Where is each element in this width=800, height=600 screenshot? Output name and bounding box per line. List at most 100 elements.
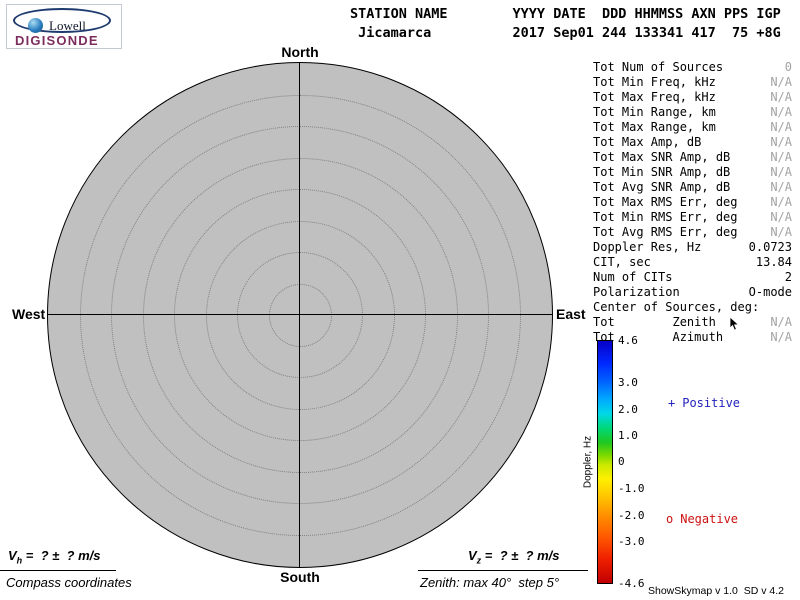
doppler-colorbar <box>597 340 613 584</box>
circle-icon: o <box>666 512 674 526</box>
stat-label: Polarization <box>593 285 680 299</box>
stats-row: Tot Min RMS Err, deg N/A <box>593 210 792 225</box>
vertical-velocity-readout: Vz = ? ± ? m/s <box>468 548 559 566</box>
colorbar-tick: 1.0 <box>618 429 638 442</box>
stat-value: N/A <box>770 105 792 119</box>
vh-value: = ? ± ? m/s <box>22 548 101 563</box>
stats-row: Tot Min Range, km N/A <box>593 105 792 120</box>
stats-row: Tot Max Freq, kHz N/A <box>593 90 792 105</box>
colorbar-tick: 2.0 <box>618 403 638 416</box>
stat-value: N/A <box>770 210 792 224</box>
stat-label: Tot Avg RMS Err, deg <box>593 225 738 239</box>
stat-label: Tot Zenith <box>593 315 716 329</box>
header-station-values: Jicamarca 2017 Sep01 244 133341 417 75 +… <box>350 25 781 41</box>
stats-panel: Tot Num of Sources 0 Tot Min Freq, kHz N/A… <box>593 60 792 345</box>
stat-label: Tot Max Freq, kHz <box>593 90 716 104</box>
zenith-ring-35deg <box>79 94 521 536</box>
compass-label-east: East <box>556 306 586 322</box>
mouse-cursor <box>729 316 740 336</box>
stats-row: Tot Min SNR Amp, dB N/A <box>593 165 792 180</box>
stat-label: Tot Max RMS Err, deg <box>593 195 738 209</box>
skymap-polar-plot <box>47 62 553 568</box>
stat-value: N/A <box>770 195 792 209</box>
stats-row: Doppler Res, Hz 0.0723 <box>593 240 792 255</box>
stat-value: O-mode <box>748 285 792 299</box>
header-info: STATION NAME YYYY DATE DDD HHMMSS AXN PP… <box>350 5 781 43</box>
header-column-labels: STATION NAME YYYY DATE DDD HHMMSS AXN PP… <box>350 6 781 22</box>
stat-value: N/A <box>770 90 792 104</box>
stat-label: Doppler Res, Hz <box>593 240 702 254</box>
stat-value: N/A <box>770 330 792 344</box>
stat-label: Num of CITs <box>593 270 673 284</box>
stat-value: N/A <box>770 315 792 329</box>
vz-symbol: V <box>468 548 477 563</box>
stat-value: 13.84 <box>755 255 792 269</box>
compass-label-west: West <box>12 306 46 322</box>
east-west-axis-line <box>48 314 552 315</box>
stat-label: Tot Min RMS Err, deg <box>593 210 738 224</box>
globe-icon <box>28 18 43 33</box>
zenith-settings-note: Zenith: max 40° step 5° <box>420 575 560 590</box>
stat-label: Tot Max Amp, dB <box>593 135 702 149</box>
stat-value: N/A <box>770 120 792 134</box>
stats-row: Tot Max Range, km N/A <box>593 120 792 135</box>
legend-positive: + Positive <box>668 396 740 410</box>
stats-row: Tot Zenith N/A <box>593 315 792 330</box>
stat-label: Tot Min Range, km <box>593 105 716 119</box>
stats-row: Tot Min Freq, kHz N/A <box>593 75 792 90</box>
colorbar-tick: 4.6 <box>618 334 638 347</box>
stat-value: N/A <box>770 75 792 89</box>
legend-negative-label: Negative <box>680 512 739 526</box>
stat-value: N/A <box>770 225 792 239</box>
compass-label-south: South <box>280 569 320 585</box>
vh-subscript: h <box>16 555 23 566</box>
app-version-text: ShowSkymap v 1.0 SD v 4.2 <box>648 585 784 597</box>
logo-ellipse: Lowell <box>13 8 111 33</box>
colorbar-tick: 3.0 <box>618 376 638 389</box>
legend-negative: o Negative <box>666 512 738 526</box>
colorbar-tick: -3.0 <box>618 535 645 548</box>
stats-row: Tot Avg SNR Amp, dB N/A <box>593 180 792 195</box>
lowell-digisonde-logo: Lowell DIGISONDE <box>6 4 122 49</box>
stat-value: 0 <box>784 60 792 74</box>
stat-value: 2 <box>784 270 792 284</box>
stat-label: Tot Avg SNR Amp, dB <box>593 180 731 194</box>
north-south-axis-line <box>299 63 300 567</box>
stats-row: CIT, sec 13.84 <box>593 255 792 270</box>
stat-label: Center of Sources, deg: <box>593 300 760 314</box>
horizontal-velocity-readout: Vh = ? ± ? m/s <box>8 548 100 566</box>
stats-row: Tot Max SNR Amp, dB N/A <box>593 150 792 165</box>
stats-row: Tot Max Amp, dB N/A <box>593 135 792 150</box>
stats-row: Polarization O-mode <box>593 285 792 300</box>
stat-label: Tot Max SNR Amp, dB <box>593 150 731 164</box>
stat-value: N/A <box>770 165 792 179</box>
plus-icon: + <box>668 396 676 410</box>
compass-label-north: North <box>281 44 319 60</box>
logo-brand-text: Lowell <box>49 18 86 33</box>
vh-symbol: V <box>8 548 17 563</box>
stat-label: Tot Min Freq, kHz <box>593 75 716 89</box>
stat-label: CIT, sec <box>593 255 651 269</box>
stats-row: Num of CITs 2 <box>593 270 792 285</box>
stat-label: Tot Max Range, km <box>593 120 716 134</box>
legend-positive-label: Positive <box>682 396 741 410</box>
colorbar-title: Doppler, Hz <box>582 435 594 489</box>
colorbar-tick: -4.6 <box>618 577 645 590</box>
stat-label: Tot Min SNR Amp, dB <box>593 165 731 179</box>
stat-label: Tot Num of Sources <box>593 60 724 74</box>
logo-product-text: DIGISONDE <box>15 33 99 48</box>
vz-subscript: z <box>476 555 482 566</box>
footer-divider-right <box>418 570 588 571</box>
stats-row: Center of Sources, deg: <box>593 300 792 315</box>
colorbar-tick: -2.0 <box>618 509 645 522</box>
colorbar-tick: 0 <box>618 455 625 468</box>
stat-value: N/A <box>770 180 792 194</box>
vz-value: = ? ± ? m/s <box>481 548 560 563</box>
footer-divider-left <box>0 570 116 571</box>
stat-value: N/A <box>770 150 792 164</box>
stat-value: N/A <box>770 135 792 149</box>
stats-row: Tot Azimuth N/A <box>593 330 792 345</box>
colorbar-tick: -1.0 <box>618 482 645 495</box>
stats-row: Tot Num of Sources 0 <box>593 60 792 75</box>
stat-value: 0.0723 <box>748 240 792 254</box>
